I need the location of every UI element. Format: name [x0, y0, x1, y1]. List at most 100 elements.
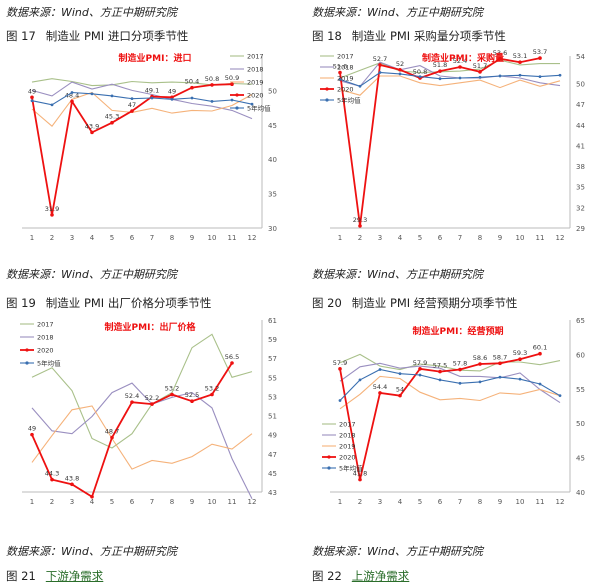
figure-18-title: 制造业 PMI 采购量分项季节性 [351, 29, 506, 43]
point-avg [338, 77, 342, 81]
figure-22-caption[interactable]: 图 22 上游净需求 [312, 568, 409, 584]
series-line-2017 [31, 333, 253, 449]
data-label: 52.4 [453, 57, 467, 65]
point-2020 [438, 369, 442, 374]
chart-title: 制造业PMI：采购量 [422, 52, 504, 64]
y-tick-label: 44 [576, 122, 585, 130]
chart-title: 制造业PMI：出厂价格 [105, 321, 197, 333]
data-label: 52.2 [145, 394, 159, 402]
legend-label-2018: 2018 [339, 432, 356, 440]
data-label: 57.9 [413, 359, 427, 367]
data-label: 51.7 [473, 62, 487, 70]
x-tick-label: 10 [516, 498, 525, 506]
source-note-17: 数据来源：Wind、方正中期研究院 [6, 6, 177, 19]
legend-label-2020: 2020 [337, 86, 354, 94]
point-avg [558, 73, 562, 77]
data-label: 48.4 [65, 91, 79, 99]
legend-label-2019: 2019 [339, 443, 356, 451]
x-tick-label: 7 [150, 234, 154, 242]
x-tick-label: 6 [438, 234, 443, 242]
figure-17-caption: 图 17 制造业 PMI 进口分项季节性 [6, 28, 188, 44]
x-tick-label: 2 [358, 498, 362, 506]
x-tick-label: 2 [50, 234, 54, 242]
y-tick-label: 47 [268, 451, 277, 459]
data-label: 54.4 [373, 383, 387, 391]
point-avg [538, 75, 542, 79]
point-2020 [518, 357, 522, 362]
legend-label-avg: 5年均值 [339, 464, 363, 473]
data-label: 51.6 [333, 63, 347, 71]
point-avg [150, 96, 154, 100]
x-tick-label: 8 [170, 234, 174, 242]
x-tick-label: 10 [208, 498, 217, 506]
series-line-2019 [31, 405, 253, 470]
legend-label-2020: 2020 [339, 454, 356, 462]
legend-marker-avg [235, 106, 239, 110]
data-label: 44.3 [45, 470, 59, 478]
legend-label-2019: 2019 [247, 79, 264, 87]
figure-18-caption: 图 18 制造业 PMI 采购量分项季节性 [312, 28, 506, 44]
x-tick-label: 11 [536, 498, 545, 506]
legend-label-avg: 5年均值 [37, 359, 61, 368]
data-label: 43.8 [65, 474, 79, 482]
x-tick-label: 7 [458, 234, 462, 242]
x-tick-label: 4 [90, 498, 95, 506]
figure-21-caption[interactable]: 图 21 下游净需求 [6, 568, 103, 584]
series-line-2018 [31, 382, 253, 499]
x-tick-label: 6 [130, 234, 135, 242]
data-label: 48.7 [105, 428, 119, 436]
point-2020 [170, 392, 174, 397]
data-label: 43.9 [85, 122, 99, 130]
point-avg [518, 377, 522, 381]
series-line-avg [339, 368, 561, 401]
point-avg [70, 91, 74, 94]
x-tick-label: 4 [398, 234, 403, 242]
y-tick-label: 47 [576, 101, 585, 109]
point-2020 [30, 432, 34, 437]
y-tick-label: 35 [576, 184, 585, 192]
data-label: 50.8 [205, 75, 219, 83]
x-tick-label: 2 [50, 498, 54, 506]
legend-label-2017: 2017 [37, 321, 54, 329]
x-tick-label: 10 [516, 234, 525, 242]
legend-label-2018: 2018 [247, 66, 264, 74]
point-2020 [150, 402, 154, 406]
figure-19-number: 图 19 [6, 296, 36, 310]
figure-21-title[interactable]: 下游净需求 [45, 569, 104, 583]
x-tick-label: 9 [190, 498, 194, 506]
x-tick-label: 5 [418, 498, 422, 506]
x-tick-label: 9 [498, 498, 502, 506]
series-line-2019 [339, 75, 561, 96]
y-tick-label: 55 [576, 386, 585, 394]
point-2020 [110, 120, 114, 125]
point-2020 [358, 477, 362, 482]
x-tick-label: 8 [478, 498, 482, 506]
y-tick-label: 29 [576, 225, 585, 233]
y-tick-label: 51 [268, 413, 277, 421]
point-2020 [70, 482, 74, 487]
point-avg [498, 74, 502, 78]
data-label: 31.9 [45, 205, 59, 213]
y-tick-label: 43 [268, 489, 277, 497]
x-tick-label: 5 [110, 234, 114, 242]
x-tick-label: 5 [110, 498, 114, 506]
point-2020 [498, 361, 502, 366]
figure-22-title[interactable]: 上游净需求 [351, 569, 410, 583]
y-tick-label: 41 [576, 142, 585, 150]
legend-label-2017: 2017 [247, 53, 264, 61]
y-tick-label: 61 [268, 317, 277, 325]
y-tick-label: 35 [268, 191, 277, 199]
x-tick-label: 3 [70, 498, 74, 506]
legend-label-2019: 2019 [337, 75, 354, 83]
point-avg [538, 382, 542, 386]
y-tick-label: 30 [268, 225, 277, 233]
point-avg [398, 372, 402, 376]
data-label: 51.8 [433, 61, 447, 69]
y-tick-label: 65 [576, 317, 585, 325]
data-label: 57.8 [453, 360, 467, 368]
source-note-19: 数据来源：Wind、方正中期研究院 [6, 268, 177, 281]
y-tick-label: 50 [576, 420, 585, 428]
series-line-2018 [339, 61, 561, 87]
data-label: 47 [128, 101, 136, 109]
